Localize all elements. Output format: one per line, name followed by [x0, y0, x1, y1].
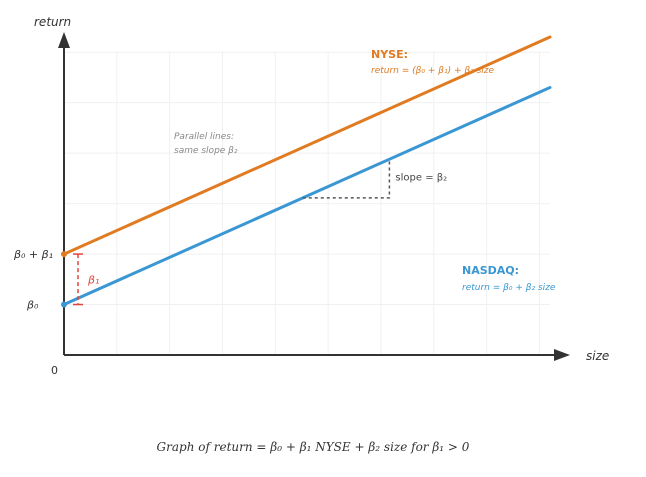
y-axis-label: return: [34, 15, 71, 29]
chart-caption: Graph of return = β₀ + β₁ NYSE + β₂ size…: [157, 440, 470, 454]
nasdaq-intercept-point: [61, 301, 67, 308]
parallel-note-line2: same slope β₂: [174, 146, 238, 156]
y-tick-label-b0-b1: β₀ + β₁: [13, 248, 53, 261]
nyse-intercept-point: [61, 251, 67, 258]
grid: [64, 51, 550, 355]
intercept-gap-label: β₁: [87, 273, 99, 286]
nasdaq-series-name: NASDAQ:: [462, 264, 519, 277]
origin-label: 0: [51, 364, 58, 377]
y-axis-arrow: [58, 32, 70, 48]
nyse-line: [62, 35, 552, 256]
slope-label: slope = β₂: [395, 173, 447, 184]
x-axis-arrow: [554, 349, 570, 361]
parallel-note-line1: Parallel lines:: [174, 132, 234, 142]
slope-triangle: [302, 159, 391, 199]
nasdaq-line: [62, 86, 552, 307]
x-axis-label: size: [586, 349, 609, 363]
nasdaq-equation: return = β₀ + β₂ size: [462, 283, 556, 293]
y-tick-label-b0: β₀: [26, 299, 39, 312]
nyse-series-name: NYSE:: [371, 48, 408, 61]
nyse-equation: return = (β₀ + β₁) + β₂ size: [371, 66, 495, 76]
